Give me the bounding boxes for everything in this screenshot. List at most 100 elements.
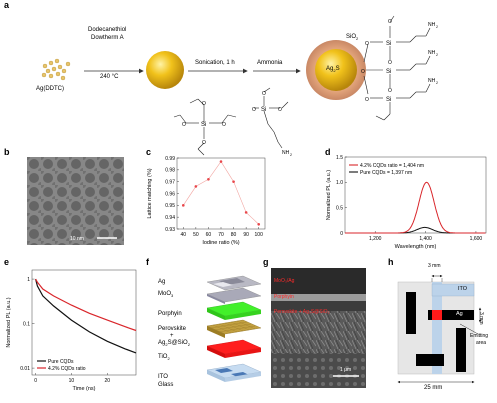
step-sonication: Sonication, 1 h [195, 60, 235, 66]
panel-c-label: c [146, 147, 152, 157]
svg-text:O: O [182, 122, 186, 128]
chart-c-xtick-label: 60 [206, 232, 212, 238]
chart-c-xlabel: Iodine ratio (%) [202, 240, 239, 246]
chart-e-series-line [35, 278, 137, 354]
chart-e-ytick-label: 0.01 [20, 366, 30, 372]
chart-e-frame [31, 269, 137, 376]
tem-image [27, 157, 124, 245]
chart-d-xtick-label: 1,600 [470, 236, 483, 242]
svg-text:O: O [202, 101, 206, 107]
chart-c-ytick-label: 0.95 [165, 203, 175, 209]
chart-c-ylabel: Lattice matching (%) [147, 168, 153, 218]
chart-d-legend-label: Pure CQDs = 1,397 nm [360, 170, 412, 176]
emitting-area-label: area [476, 340, 487, 346]
precursor-label: Ag(DDTC) [36, 86, 64, 92]
chart-c-xtick-label: 50 [193, 232, 199, 238]
ag2s-core-label: Ag2S [326, 66, 340, 74]
teos-molecule: Si O O O O [173, 98, 237, 156]
chart-c-point [181, 204, 185, 207]
svg-text:O: O [365, 97, 369, 103]
layer-label-ito: ITO [158, 374, 168, 380]
chart-c-point [244, 211, 248, 214]
chart-c-xtick-label: 70 [218, 232, 224, 238]
chart-e-ytick-label: 0.1 [23, 321, 30, 327]
condition-dodecanethiol: Dodecanethiol [88, 27, 127, 33]
layer-label-ag2s-sio2: Ag2S@SiO2 [158, 340, 190, 348]
chart-c-point [232, 180, 235, 183]
chart-c-ytick-label: 0.93 [165, 227, 175, 233]
device-stack-diagram [206, 275, 262, 382]
device-layout-diagram [397, 274, 482, 384]
svg-text:O: O [252, 107, 256, 113]
chart-c-ytick-label: 0.96 [165, 191, 175, 197]
aptes-molecule: Si O O O NH 2 [252, 87, 292, 157]
svg-text:O: O [388, 60, 392, 66]
chart-d-xlabel: Wavelength (nm) [395, 244, 437, 250]
svg-text:NH: NH [428, 22, 436, 28]
svg-text:Si: Si [386, 69, 391, 75]
chart-c-point [257, 222, 261, 226]
svg-text:NH: NH [428, 78, 436, 84]
chart-c-xtick-label: 80 [231, 232, 237, 238]
svg-text:2: 2 [436, 25, 438, 29]
chart-e-series-line [35, 278, 137, 332]
panel-f-label: f [146, 257, 149, 267]
condition-temperature: 240 °C [100, 74, 119, 80]
emitting-label: Emitting [470, 333, 489, 339]
layer-label-ag: Ag [158, 279, 166, 285]
sio2-label: SiO2 [346, 34, 359, 42]
chart-e-legend-label: 4.2% CQDs ratio [48, 366, 86, 372]
svg-text:O: O [222, 122, 226, 128]
chart-d-ytick-label: 1.5 [336, 155, 343, 161]
sem-tag-perovskite: Perovskite + Ag₂S@SiO₂ [274, 309, 330, 315]
sem-tag-moo3-ag: MoO₃/Ag [274, 278, 295, 284]
svg-text:O: O [365, 41, 369, 47]
tem-scale-bar-label: 10 nm [70, 236, 84, 242]
svg-text:2: 2 [290, 153, 292, 157]
svg-text:2: 2 [436, 53, 438, 57]
dim-side-label: 3 mm [478, 312, 484, 325]
svg-text:O: O [278, 107, 282, 113]
panel-g-label: g [263, 257, 269, 267]
chart-e-xtick-label: 10 [69, 378, 75, 384]
chart-c-ytick-label: 0.98 [165, 168, 175, 174]
panel-h-label: h [388, 257, 394, 267]
chart-e-xtick-label: 0 [34, 378, 37, 384]
chart-c-ytick-label: 0.97 [165, 179, 175, 185]
layer-label-glass: Glass [158, 382, 174, 388]
layer-label-plus: + [170, 333, 174, 339]
ag-label: Ag [456, 311, 463, 317]
dim-top-label: 3 mm [428, 263, 441, 269]
svg-text:O: O [388, 19, 392, 25]
svg-text:Si: Si [386, 41, 391, 47]
chart-d-ylabel: Normalized PL (a.u.) [326, 170, 332, 220]
svg-text:O: O [262, 91, 266, 97]
svg-text:NH: NH [428, 50, 436, 56]
svg-text:Si: Si [201, 122, 206, 128]
chart-d-series-line [345, 181, 486, 234]
chart-c-xtick-label: 90 [243, 232, 249, 238]
svg-text:O: O [361, 69, 365, 75]
svg-text:2: 2 [436, 81, 438, 85]
layer-label-moo3: MoO3 [158, 291, 174, 299]
panel-e-label: e [4, 257, 10, 267]
layer-label-tio2: TiO2 [158, 354, 170, 362]
chart-e-xtick-label: 20 [105, 378, 111, 384]
chart-d-legend-label: 4.2% CQDs ratio = 1,404 nm [360, 163, 424, 169]
chart-c-point [219, 160, 223, 163]
chart-c-point [194, 185, 198, 188]
chart-c-ytick-label: 0.94 [165, 215, 175, 221]
condition-dowtherm: Dowtherm A [91, 35, 124, 41]
reaction-arrows [84, 40, 366, 100]
svg-text:NH: NH [282, 150, 290, 156]
chart-c-xtick-label: 100 [255, 232, 264, 238]
sem-tag-porphyin: Porphyin [274, 294, 294, 300]
panel-d-label: d [325, 147, 331, 157]
chart-e-legend-label: Pure CQDs [48, 359, 74, 365]
chart-e-ylabel: Normalized PL (a.u.) [6, 297, 12, 347]
chart-d-ytick-label: 0.5 [336, 205, 343, 211]
chart-e-ytick-label: 1 [27, 277, 30, 283]
